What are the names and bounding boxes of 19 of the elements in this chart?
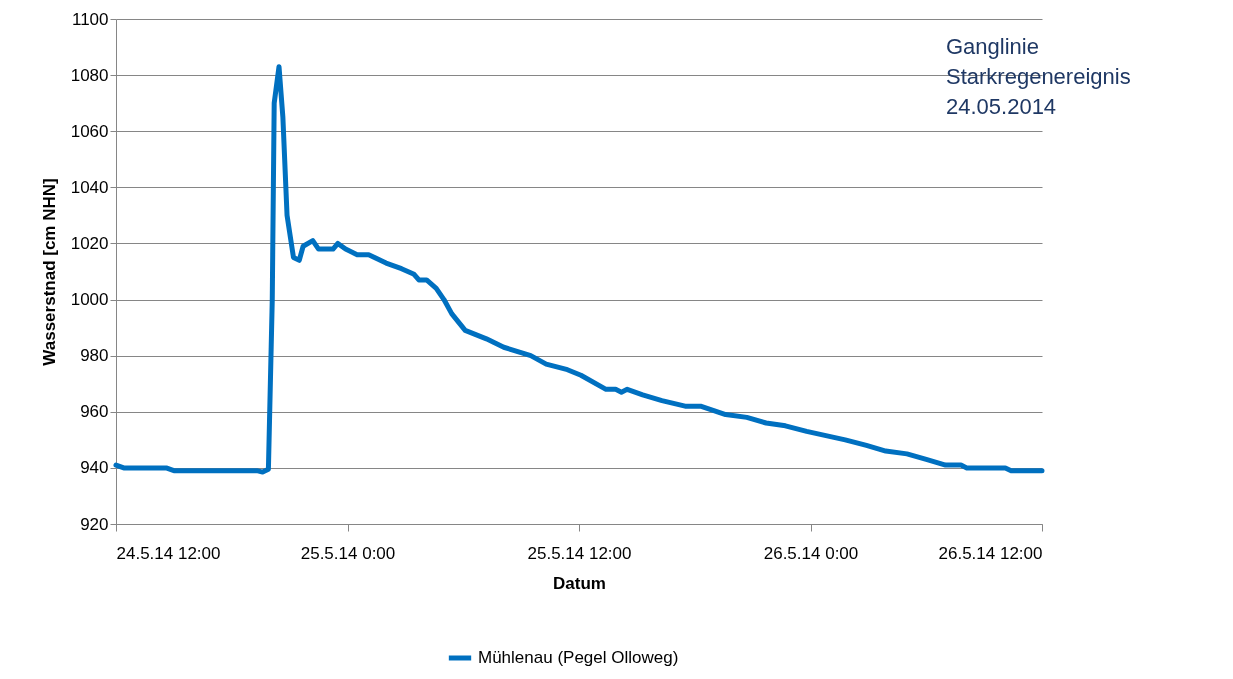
y-tick-label: 1080 (70, 65, 109, 85)
y-tick-label: 1000 (70, 290, 109, 310)
y-tick-label: 960 (80, 402, 109, 422)
y-tick-label: 920 (80, 514, 109, 534)
x-tick-label: 25.5.14 0:00 (300, 543, 396, 563)
y-tick-label: 940 (80, 458, 109, 478)
y-tick-label: 1040 (70, 177, 109, 197)
x-axis-title: Datum (553, 573, 606, 593)
x-tick-label: 26.5.14 0:00 (763, 543, 859, 563)
y-tick-label: 1060 (70, 121, 109, 141)
legend-label: Mühlenau (Pegel Olloweg) (478, 648, 679, 667)
x-tick-label: 26.5.14 12:00 (938, 543, 1043, 563)
y-axis-title: Wasserstnad [cm NHN] (39, 178, 59, 366)
x-tick-label: 24.5.14 12:00 (116, 543, 221, 563)
x-tick-label: 25.5.14 12:00 (527, 543, 632, 563)
annotation: Ganglinie Starkregenereignis 24.05.2014 (946, 34, 1131, 119)
y-tick-label: 1020 (70, 233, 109, 253)
y-tick-label: 1100 (71, 9, 109, 29)
y-tick-label: 980 (80, 346, 109, 366)
